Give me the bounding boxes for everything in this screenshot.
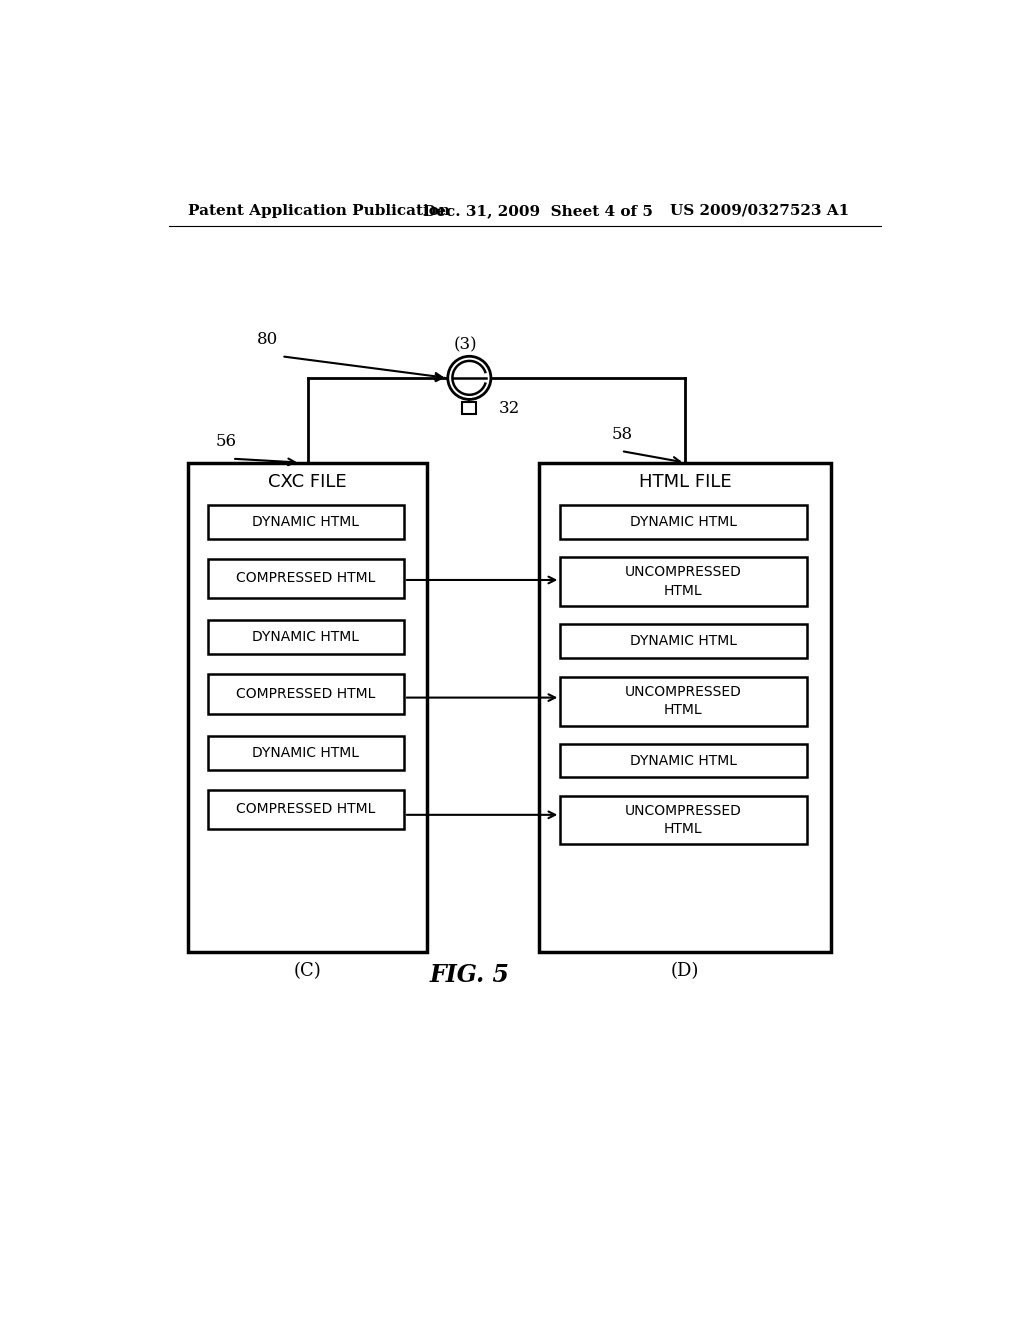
Bar [560,677,807,726]
Text: (3): (3) [454,337,477,354]
Text: UNCOMPRESSED
HTML: UNCOMPRESSED HTML [625,565,741,598]
Text: COMPRESSED HTML: COMPRESSED HTML [237,803,376,817]
Text: CXC FILE: CXC FILE [268,473,347,491]
Bar [208,620,403,655]
Text: 56: 56 [215,433,237,450]
Text: (C): (C) [294,962,322,979]
Text: UNCOMPRESSED
HTML: UNCOMPRESSED HTML [625,804,741,837]
Text: Dec. 31, 2009  Sheet 4 of 5: Dec. 31, 2009 Sheet 4 of 5 [423,203,653,218]
Text: DYNAMIC HTML: DYNAMIC HTML [630,634,737,648]
Text: 58: 58 [611,425,633,442]
Text: HTML FILE: HTML FILE [639,473,731,491]
Text: (D): (D) [671,962,699,979]
Bar [208,675,403,714]
Text: UNCOMPRESSED
HTML: UNCOMPRESSED HTML [625,685,741,718]
Text: DYNAMIC HTML: DYNAMIC HTML [630,754,737,767]
Text: US 2009/0327523 A1: US 2009/0327523 A1 [670,203,849,218]
Text: 80: 80 [257,331,279,348]
Bar [560,796,807,845]
Bar [208,789,403,829]
Text: DYNAMIC HTML: DYNAMIC HTML [252,515,359,529]
Bar [560,743,807,777]
Bar [539,462,831,952]
Bar [208,506,403,539]
Text: 32: 32 [499,400,520,417]
Text: COMPRESSED HTML: COMPRESSED HTML [237,686,376,701]
Text: FIG. 5: FIG. 5 [429,962,509,986]
Bar [463,401,476,414]
Text: COMPRESSED HTML: COMPRESSED HTML [237,572,376,586]
Text: DYNAMIC HTML: DYNAMIC HTML [252,631,359,644]
Bar [560,557,807,606]
Bar [560,624,807,659]
Text: DYNAMIC HTML: DYNAMIC HTML [252,746,359,760]
Bar [560,506,807,539]
Bar [208,737,403,770]
Bar [208,558,403,598]
Bar [188,462,427,952]
Text: DYNAMIC HTML: DYNAMIC HTML [630,515,737,529]
Text: Patent Application Publication: Patent Application Publication [188,203,451,218]
